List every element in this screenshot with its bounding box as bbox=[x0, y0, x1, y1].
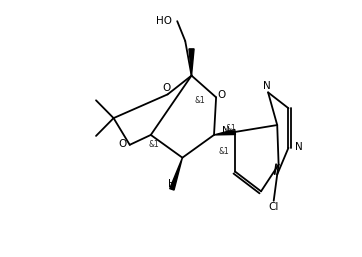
Text: N: N bbox=[295, 142, 303, 152]
Text: N: N bbox=[222, 126, 230, 136]
Polygon shape bbox=[189, 49, 194, 76]
Text: &1: &1 bbox=[148, 140, 159, 149]
Text: O: O bbox=[218, 90, 226, 100]
Text: O: O bbox=[118, 139, 127, 149]
Text: &1: &1 bbox=[226, 124, 236, 133]
Text: H: H bbox=[168, 179, 176, 189]
Polygon shape bbox=[214, 130, 235, 135]
Text: O: O bbox=[162, 83, 171, 93]
Text: Cl: Cl bbox=[269, 202, 279, 212]
Text: HO: HO bbox=[156, 16, 172, 26]
Polygon shape bbox=[170, 158, 182, 190]
Text: &1: &1 bbox=[195, 96, 205, 105]
Text: N: N bbox=[263, 81, 271, 91]
Text: &1: &1 bbox=[218, 147, 229, 156]
